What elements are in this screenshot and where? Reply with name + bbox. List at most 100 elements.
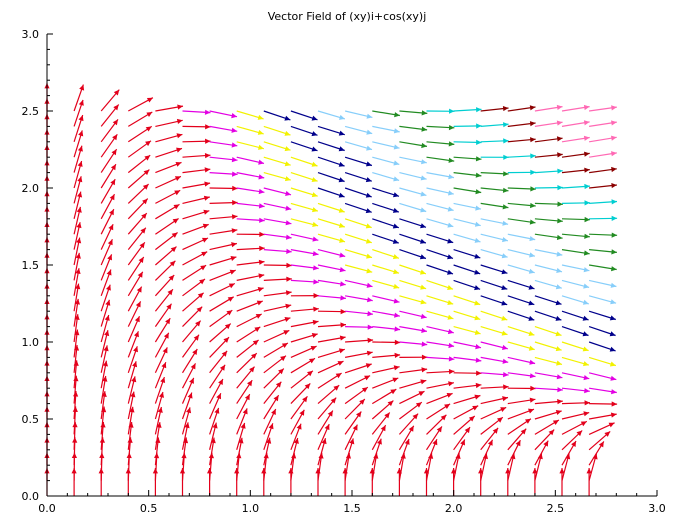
field-arrow: [100, 299, 111, 327]
field-arrow: [480, 356, 509, 364]
field-arrow: [317, 110, 346, 120]
arrow-head: [311, 131, 318, 137]
arrow-head: [583, 120, 590, 126]
field-arrow: [73, 206, 82, 235]
arrow-head: [393, 298, 400, 304]
arrow-head: [366, 129, 373, 135]
arrow-head: [448, 125, 455, 131]
arrow-head: [339, 114, 345, 120]
arrow-head: [340, 309, 346, 315]
arrow-head: [408, 425, 414, 432]
field-arrow: [154, 303, 172, 327]
arrow-head: [311, 146, 318, 152]
arrow-head: [476, 370, 482, 376]
field-arrow: [317, 187, 345, 198]
y-tick-label: 1.0: [22, 336, 40, 349]
field-arrow: [344, 264, 373, 274]
field-arrow: [453, 218, 481, 227]
arrow-head: [176, 118, 183, 124]
arrow-head: [380, 425, 386, 432]
arrow-head: [582, 331, 589, 337]
field-arrow: [507, 233, 536, 242]
field-arrow: [426, 414, 447, 435]
arrow-head: [474, 221, 481, 227]
arrow-head: [571, 441, 576, 447]
field-arrow: [372, 352, 401, 358]
arrow-head: [174, 176, 181, 181]
arrow-head: [176, 147, 182, 153]
field-arrow: [127, 331, 139, 358]
arrow-head: [286, 262, 292, 268]
arrow-head: [106, 284, 111, 291]
arrow-head: [555, 315, 562, 321]
arrow-head: [140, 227, 146, 234]
arrow-head: [271, 409, 276, 415]
field-arrow: [372, 202, 400, 213]
arrow-head: [338, 177, 345, 183]
field-arrow: [480, 202, 509, 210]
field-arrow: [399, 354, 428, 360]
field-arrow: [561, 440, 577, 466]
arrow-head: [502, 358, 509, 364]
arrow-head: [440, 414, 447, 421]
field-arrow: [453, 202, 482, 211]
field-arrow: [317, 264, 346, 273]
arrow-head: [432, 439, 438, 446]
field-arrow: [534, 201, 563, 207]
arrow-head: [420, 284, 427, 290]
arrow-head: [135, 301, 141, 308]
arrow-head: [221, 350, 228, 357]
field-arrow: [181, 377, 195, 404]
arrow-head: [394, 112, 400, 118]
arrow-head: [258, 203, 265, 209]
field-arrow: [588, 310, 616, 321]
field-arrow: [317, 202, 345, 213]
field-arrow: [317, 410, 334, 435]
field-arrow: [263, 156, 291, 167]
field-arrow: [453, 139, 482, 145]
field-arrow: [453, 249, 481, 259]
arrow-head: [311, 177, 318, 182]
arrow-head: [226, 310, 233, 316]
field-arrow: [480, 279, 508, 290]
field-arrow: [236, 366, 255, 389]
field-arrow: [344, 438, 355, 466]
arrow-head: [143, 169, 150, 176]
arrow-head: [197, 292, 204, 299]
arrow-head: [557, 152, 563, 158]
field-arrow: [209, 200, 238, 206]
field-arrow: [127, 212, 148, 235]
field-arrow: [344, 110, 373, 119]
field-arrow: [480, 341, 508, 350]
arrow-head: [555, 300, 562, 306]
field-arrow: [263, 172, 291, 182]
field-arrow: [588, 295, 617, 305]
field-arrow: [127, 316, 141, 343]
field-arrow: [344, 218, 372, 229]
field-arrow: [317, 156, 345, 167]
arrow-head: [258, 159, 264, 165]
field-arrow: [534, 264, 563, 273]
arrow-head: [205, 124, 211, 130]
arrow-head: [474, 329, 481, 335]
field-arrow: [154, 361, 167, 389]
arrow-head: [583, 283, 590, 289]
field-arrow: [288, 468, 294, 496]
field-arrow: [236, 287, 264, 297]
field-arrow: [263, 110, 291, 121]
field-arrow: [100, 133, 118, 158]
field-arrow: [372, 326, 401, 332]
arrow-head: [584, 388, 590, 394]
arrow-head: [393, 160, 400, 166]
arrow-head: [582, 299, 589, 305]
arrow-head: [529, 121, 536, 127]
field-arrow: [290, 370, 314, 389]
field-arrow: [507, 326, 535, 336]
field-arrow: [290, 279, 319, 285]
field-arrow: [290, 156, 318, 167]
arrow-head: [179, 468, 186, 474]
arrow-head: [131, 376, 137, 383]
arrow-head: [112, 134, 118, 141]
field-arrow: [100, 269, 112, 297]
arrow-head: [110, 164, 116, 171]
